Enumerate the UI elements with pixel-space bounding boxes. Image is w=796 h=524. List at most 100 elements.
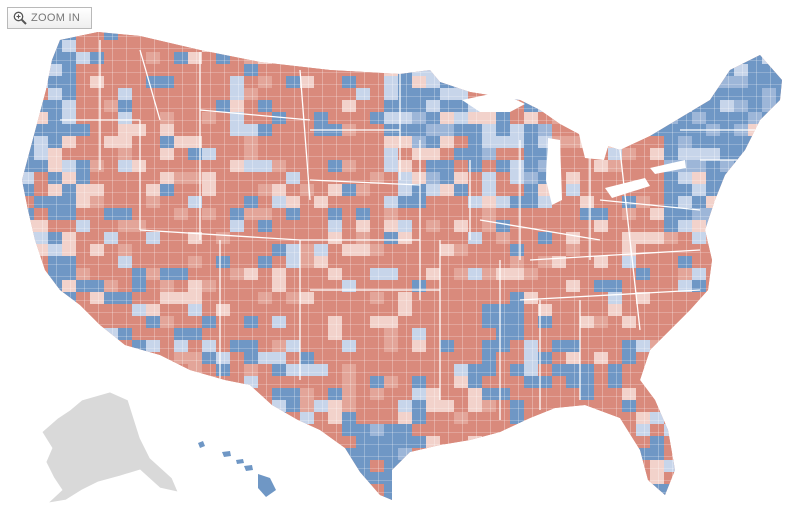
county-cell[interactable]: [776, 424, 790, 436]
county-cell[interactable]: [678, 496, 692, 508]
county-cell[interactable]: [776, 412, 790, 424]
county-cell[interactable]: [510, 28, 524, 40]
county-cell[interactable]: [706, 316, 720, 328]
county-cell[interactable]: [188, 460, 202, 472]
county-cell[interactable]: [538, 424, 552, 436]
county-cell[interactable]: [454, 460, 468, 472]
county-cell[interactable]: [216, 460, 230, 472]
county-cell[interactable]: [762, 208, 776, 220]
county-cell[interactable]: [706, 40, 720, 52]
county-cell[interactable]: [286, 40, 300, 52]
county-cell[interactable]: [328, 472, 342, 484]
county-cell[interactable]: [650, 28, 664, 40]
county-cell[interactable]: [762, 400, 776, 412]
county-cell[interactable]: [216, 28, 230, 40]
county-cell[interactable]: [258, 496, 272, 508]
county-cell[interactable]: [762, 364, 776, 376]
county-cell[interactable]: [762, 484, 776, 496]
county-cell[interactable]: [776, 316, 790, 328]
county-cell[interactable]: [440, 472, 454, 484]
county-cell[interactable]: [216, 40, 230, 52]
county-cell[interactable]: [20, 52, 34, 64]
county-cell[interactable]: [20, 424, 34, 436]
county-cell[interactable]: [566, 448, 580, 460]
county-cell[interactable]: [20, 232, 34, 244]
county-cell[interactable]: [678, 436, 692, 448]
county-cell[interactable]: [20, 436, 34, 448]
county-cell[interactable]: [510, 460, 524, 472]
county-cell[interactable]: [48, 340, 62, 352]
county-cell[interactable]: [608, 40, 622, 52]
county-cell[interactable]: [160, 412, 174, 424]
county-cell[interactable]: [678, 364, 692, 376]
county-cell[interactable]: [188, 412, 202, 424]
county-cell[interactable]: [650, 376, 664, 388]
county-cell[interactable]: [706, 448, 720, 460]
county-cell[interactable]: [300, 496, 314, 508]
county-cell[interactable]: [552, 64, 566, 76]
county-cell[interactable]: [762, 280, 776, 292]
county-cell[interactable]: [692, 400, 706, 412]
county-cell[interactable]: [692, 460, 706, 472]
county-cell[interactable]: [664, 40, 678, 52]
county-cell[interactable]: [692, 388, 706, 400]
county-cell[interactable]: [146, 364, 160, 376]
county-cell[interactable]: [692, 28, 706, 40]
county-cell[interactable]: [748, 244, 762, 256]
county-cell[interactable]: [132, 352, 146, 364]
county-cell[interactable]: [202, 496, 216, 508]
county-cell[interactable]: [174, 400, 188, 412]
county-cell[interactable]: [678, 64, 692, 76]
county-cell[interactable]: [370, 28, 384, 40]
county-cell[interactable]: [650, 40, 664, 52]
county-cell[interactable]: [20, 280, 34, 292]
county-cell[interactable]: [748, 28, 762, 40]
county-cell[interactable]: [734, 412, 748, 424]
county-cell[interactable]: [552, 496, 566, 508]
county-cell[interactable]: [188, 28, 202, 40]
county-cell[interactable]: [622, 112, 636, 124]
county-cell[interactable]: [34, 76, 48, 88]
county-cell[interactable]: [104, 376, 118, 388]
county-cell[interactable]: [314, 460, 328, 472]
county-cell[interactable]: [706, 328, 720, 340]
county-cell[interactable]: [104, 496, 118, 508]
county-cell[interactable]: [678, 40, 692, 52]
county-cell[interactable]: [720, 208, 734, 220]
county-cell[interactable]: [538, 28, 552, 40]
county-cell[interactable]: [286, 496, 300, 508]
county-cell[interactable]: [328, 484, 342, 496]
county-cell[interactable]: [300, 448, 314, 460]
county-cell[interactable]: [734, 208, 748, 220]
county-cell[interactable]: [734, 196, 748, 208]
county-cell[interactable]: [776, 244, 790, 256]
county-cell[interactable]: [566, 472, 580, 484]
county-cell[interactable]: [580, 52, 594, 64]
county-cell[interactable]: [608, 88, 622, 100]
county-cell[interactable]: [762, 460, 776, 472]
county-cell[interactable]: [678, 472, 692, 484]
county-cell[interactable]: [776, 124, 790, 136]
county-cell[interactable]: [776, 304, 790, 316]
county-cell[interactable]: [636, 28, 650, 40]
county-cell[interactable]: [650, 64, 664, 76]
county-cell[interactable]: [314, 496, 328, 508]
county-cell[interactable]: [34, 376, 48, 388]
county-cell[interactable]: [762, 412, 776, 424]
county-cell[interactable]: [720, 28, 734, 40]
county-cell[interactable]: [566, 88, 580, 100]
county-cell[interactable]: [356, 496, 370, 508]
county-cell[interactable]: [510, 76, 524, 88]
county-cell[interactable]: [692, 328, 706, 340]
county-cell[interactable]: [706, 364, 720, 376]
county-cell[interactable]: [426, 40, 440, 52]
county-cell[interactable]: [20, 112, 34, 124]
county-cell[interactable]: [20, 352, 34, 364]
county-cell[interactable]: [328, 496, 342, 508]
county-cell[interactable]: [440, 484, 454, 496]
county-cell[interactable]: [482, 448, 496, 460]
county-cell[interactable]: [328, 40, 342, 52]
county-cell[interactable]: [90, 496, 104, 508]
county-cell[interactable]: [160, 376, 174, 388]
county-cell[interactable]: [524, 424, 538, 436]
